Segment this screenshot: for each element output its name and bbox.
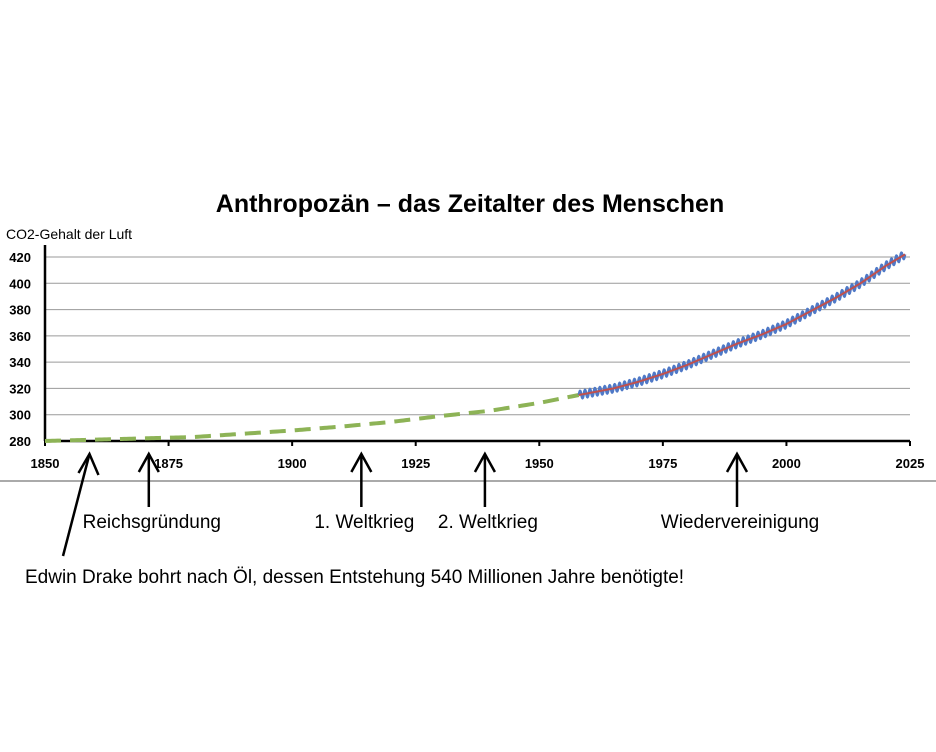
x-tick-label-1875: 1875 [154,456,183,471]
annotation-label-2: 1. Weltkrieg [314,512,414,533]
annotation-arrowhead-3 [473,451,497,473]
x-tick-label-1850: 1850 [31,456,60,471]
x-tick-label-1950: 1950 [525,456,554,471]
chart-title: Anthropozän – das Zeitalter des Menschen [216,190,724,218]
y-tick-label-320: 320 [9,381,31,396]
y-tick-label-400: 400 [9,276,31,291]
y-tick-label-280: 280 [9,434,31,449]
y-tick-label-340: 340 [9,355,31,370]
annotation-arrow-0 [61,453,91,557]
annotation-arrowhead-4 [725,451,749,473]
x-tick-label-2025: 2025 [896,456,925,471]
annotation-2: 1. Weltkrieg [314,451,414,533]
series-line-trend [578,253,906,396]
annotation-label-4: Wiedervereinigung [661,512,819,533]
x-tick-label-1975: 1975 [648,456,677,471]
annotation-label-1: Reichsgründung [83,512,221,533]
y-axis-label: CO2-Gehalt der Luft [6,226,132,242]
annotation-4: Wiedervereinigung [661,451,819,533]
annotation-label-0: Edwin Drake bohrt nach Öl, dessen Entste… [25,567,684,588]
y-tick-label-380: 380 [9,303,31,318]
annotation-arrowhead-0 [77,451,100,476]
annotation-1: Reichsgründung [83,451,221,533]
annotation-arrowhead-1 [137,451,160,473]
x-tick-label-1900: 1900 [278,456,307,471]
annotation-0: Edwin Drake bohrt nach Öl, dessen Entste… [25,451,684,588]
series-line-monthly [577,251,907,400]
series-line-dashed [44,393,580,443]
y-tick-label-420: 420 [9,250,31,265]
y-tick-label-300: 300 [9,408,31,423]
x-tick-label-1925: 1925 [401,456,430,471]
annotation-arrowhead-2 [350,451,373,473]
annotation-3: 2. Weltkrieg [438,451,538,533]
y-tick-label-360: 360 [9,329,31,344]
annotation-label-3: 2. Weltkrieg [438,512,538,533]
x-tick-label-2000: 2000 [772,456,801,471]
